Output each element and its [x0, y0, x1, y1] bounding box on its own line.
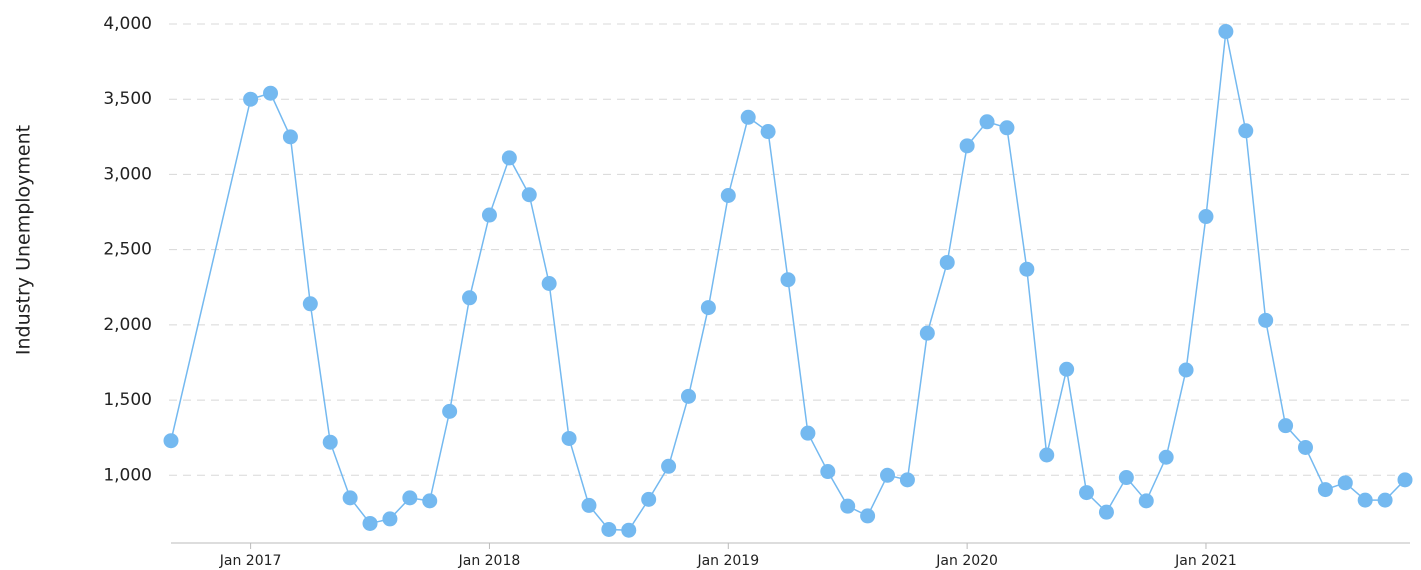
point [481, 207, 497, 223]
point [621, 522, 637, 538]
point [820, 464, 836, 480]
point [919, 325, 935, 341]
point [1297, 439, 1313, 455]
point [1238, 123, 1254, 139]
point [263, 85, 279, 101]
y-tick-label: 3,500 [103, 89, 152, 109]
point [840, 498, 856, 514]
point [1218, 24, 1234, 40]
point [800, 425, 816, 441]
point [243, 91, 259, 107]
point [501, 150, 517, 166]
point [1019, 261, 1035, 277]
point [601, 521, 617, 537]
point [959, 138, 975, 154]
point [1337, 475, 1353, 491]
point [700, 300, 716, 316]
point [780, 272, 796, 288]
y-tick-label: 2,000 [103, 315, 152, 335]
point [581, 497, 597, 513]
x-tick-label: Jan 2018 [458, 553, 521, 569]
point [1158, 449, 1174, 465]
y-tick-label: 1,500 [103, 390, 152, 410]
point [939, 254, 955, 270]
point [1317, 482, 1333, 498]
point [641, 491, 657, 507]
point [1039, 447, 1055, 463]
point [680, 388, 696, 404]
point [1118, 470, 1134, 486]
point [362, 515, 378, 531]
point [322, 434, 338, 450]
point [541, 276, 557, 291]
point [422, 493, 438, 509]
point [521, 187, 537, 203]
point [442, 403, 458, 419]
point [720, 187, 736, 203]
x-tick-label: Jan 2021 [1174, 553, 1237, 569]
point [899, 472, 915, 488]
point [999, 120, 1015, 136]
y-tick-label: 4,000 [103, 14, 152, 34]
x-tick-label: Jan 2019 [696, 553, 759, 569]
point [979, 114, 995, 130]
point [1397, 472, 1413, 488]
y-tick-label: 1,000 [103, 465, 152, 485]
point [1357, 492, 1373, 508]
point [1138, 493, 1154, 509]
point [1377, 492, 1393, 508]
point [740, 109, 756, 125]
point [880, 467, 896, 483]
point [1178, 362, 1194, 378]
y-tick-label: 3,000 [103, 164, 152, 184]
point [342, 490, 358, 506]
point [760, 124, 776, 140]
point [1198, 209, 1214, 225]
point [860, 508, 876, 524]
point [282, 129, 298, 145]
point [1278, 418, 1294, 434]
y-tick-label: 2,500 [103, 240, 152, 260]
point [402, 490, 418, 506]
point [561, 430, 577, 446]
point [462, 290, 478, 306]
point [1079, 485, 1095, 501]
x-tick-label: Jan 2017 [219, 553, 282, 569]
y-axis-label: Industry Unemployment [13, 125, 35, 355]
point [163, 433, 179, 449]
point [302, 296, 318, 312]
point [661, 458, 677, 474]
point [1098, 504, 1114, 520]
point [1258, 312, 1274, 328]
x-tick-label: Jan 2020 [935, 553, 998, 569]
point [382, 511, 398, 527]
point [1059, 361, 1075, 377]
